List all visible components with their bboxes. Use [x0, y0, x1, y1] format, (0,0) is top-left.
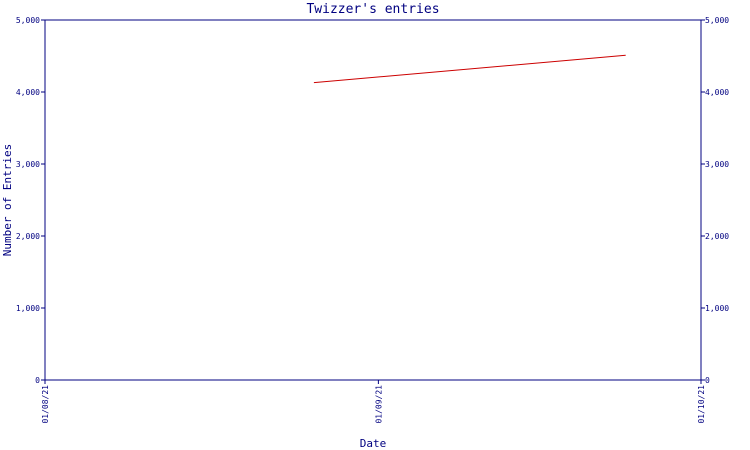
- y-tick-label-left: 0: [35, 376, 40, 385]
- chart-title: Twizzer's entries: [306, 2, 439, 17]
- y-axis-right: 0 1,000 2,000 3,000 4,000 5,000: [701, 16, 729, 385]
- x-tick-label: 01/10/21: [697, 385, 706, 424]
- x-tick-label: 01/08/21: [41, 385, 50, 424]
- y-tick-label-left: 5,000: [16, 16, 40, 25]
- series-line: [313, 54, 626, 84]
- x-tick-label: 01/09/21: [374, 385, 383, 424]
- y-tick-label-left: 4,000: [16, 88, 40, 97]
- y-tick-label-right: 3,000: [705, 160, 729, 169]
- y-axis-label: Number of Entries: [1, 144, 14, 257]
- y-tick-label-left: 2,000: [16, 232, 40, 241]
- x-axis: 01/08/21 01/09/21 01/10/21: [41, 380, 706, 424]
- plot-area: [44, 19, 702, 381]
- y-tick-label-right: 1,000: [705, 304, 729, 313]
- y-tick-label-right: 4,000: [705, 88, 729, 97]
- y-tick-label-left: 3,000: [16, 160, 40, 169]
- y-axis-left: 0 1,000 2,000 3,000 4,000 5,000: [16, 16, 45, 385]
- y-tick-label-right: 0: [705, 376, 710, 385]
- y-tick-label-right: 5,000: [705, 16, 729, 25]
- x-axis-label: Date: [360, 437, 387, 450]
- series-layer: [313, 54, 626, 84]
- y-tick-label-right: 2,000: [705, 232, 729, 241]
- y-tick-label-left: 1,000: [16, 304, 40, 313]
